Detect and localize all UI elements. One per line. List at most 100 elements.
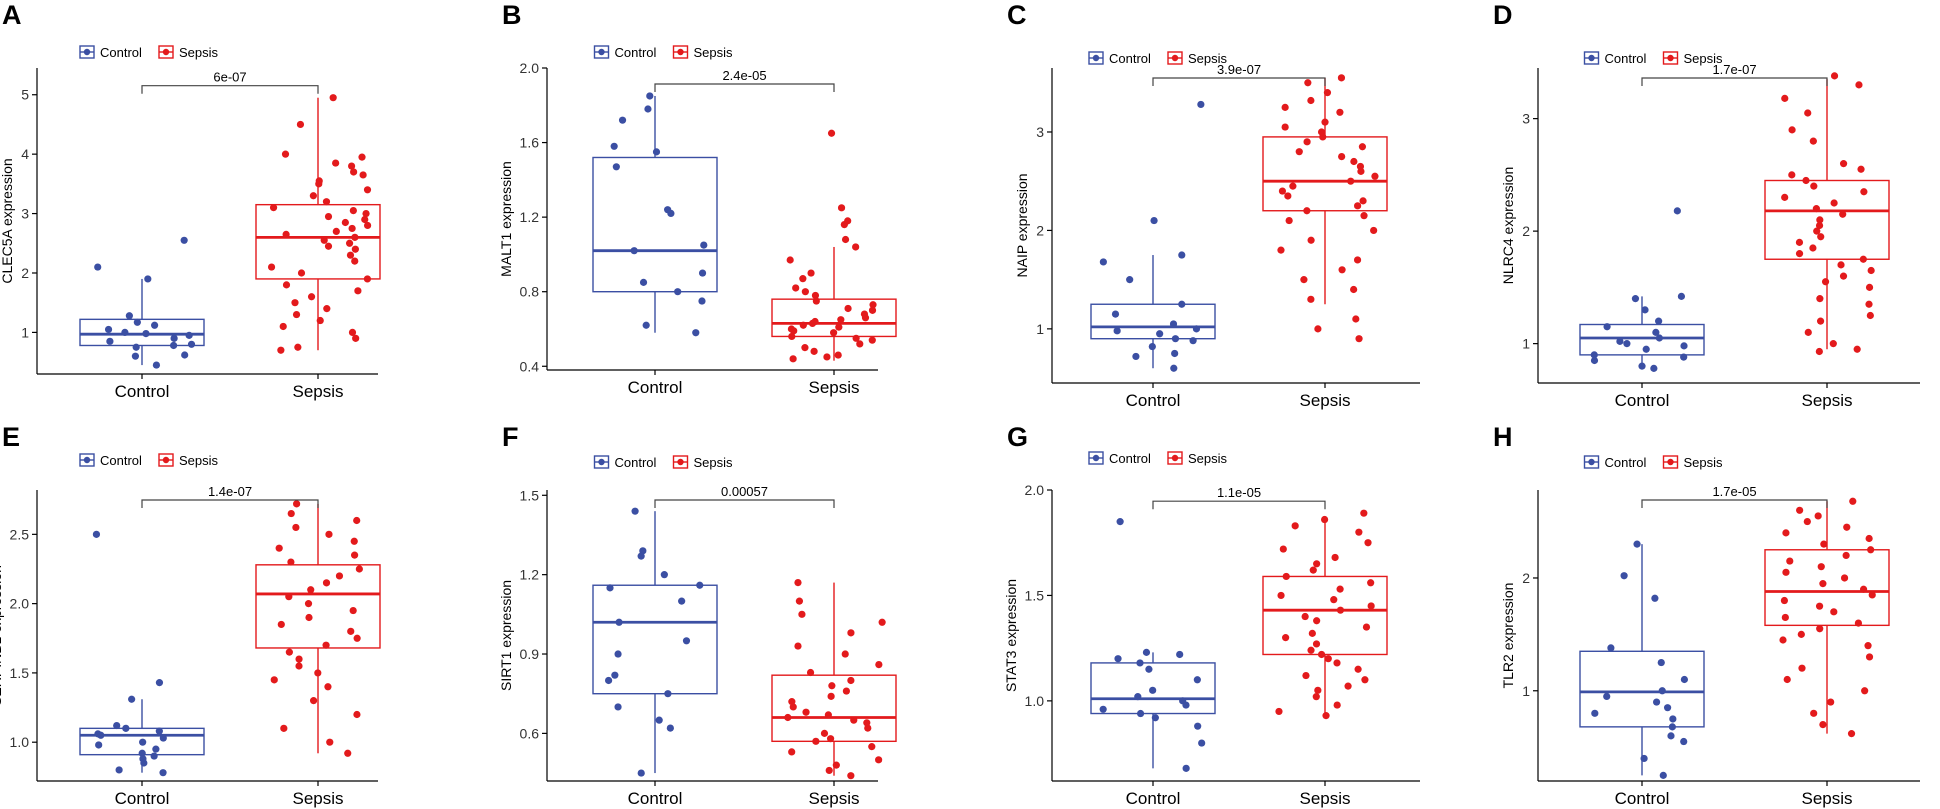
data-point <box>1788 171 1796 179</box>
data-point <box>323 305 331 313</box>
legend-key-dot <box>1092 54 1100 62</box>
data-point <box>287 558 295 566</box>
data-point <box>698 297 706 305</box>
data-point <box>1795 250 1804 258</box>
data-point <box>1338 152 1346 161</box>
data-point <box>801 344 809 352</box>
data-point <box>307 293 316 301</box>
x-tick-label-sepsis: Sepsis <box>1299 789 1350 808</box>
y-tick-label: 2 <box>1522 223 1530 239</box>
data-point <box>1114 655 1122 663</box>
data-point <box>144 275 152 283</box>
data-point <box>181 351 189 359</box>
data-point <box>655 716 663 724</box>
significance-bracket: 1.7e-07 <box>1641 62 1828 86</box>
data-point <box>1859 585 1868 593</box>
data-point <box>1355 528 1363 536</box>
box-iqr <box>1262 136 1388 212</box>
data-point <box>326 738 334 746</box>
data-point <box>1330 596 1338 604</box>
data-point <box>281 150 290 158</box>
data-point <box>1623 340 1631 348</box>
data-point <box>605 676 613 685</box>
panel-letter: C <box>1007 0 1027 30</box>
data-point <box>1680 353 1688 361</box>
data-point <box>1669 715 1677 723</box>
box-iqr <box>79 318 205 347</box>
y-tick-label: 1 <box>1522 336 1530 352</box>
panel-a: A Control Sepsis 1 2 3 4 5 CLEC5A expression Cont… <box>0 0 381 401</box>
data-point <box>1802 176 1810 185</box>
y-axis-label: CLEC5A expression <box>0 158 15 283</box>
data-point <box>1659 771 1667 779</box>
data-point <box>1338 266 1346 274</box>
bracket-line <box>654 499 835 508</box>
legend: Control Sepsis <box>1583 51 1724 66</box>
data-point <box>1839 210 1847 218</box>
data-point <box>612 163 620 171</box>
data-point <box>1192 325 1201 333</box>
data-point <box>644 105 652 113</box>
data-point <box>1350 285 1358 294</box>
legend-label-sepsis: Sepsis <box>1684 51 1724 66</box>
data-point <box>1302 671 1310 680</box>
p-value: 6e-07 <box>213 70 246 85</box>
data-point <box>269 204 278 212</box>
data-point <box>631 507 639 515</box>
data-point <box>353 634 361 642</box>
data-point <box>1320 515 1329 524</box>
data-point <box>652 148 661 156</box>
box-iqr <box>1579 650 1705 728</box>
box-control <box>1090 518 1216 772</box>
data-point <box>142 329 150 338</box>
data-point <box>1347 177 1355 185</box>
data-point <box>1277 246 1285 254</box>
data-point <box>1817 563 1825 571</box>
data-point <box>1275 707 1283 716</box>
data-point <box>1182 764 1190 772</box>
data-point <box>282 281 291 289</box>
data-point <box>1781 613 1789 622</box>
x-tick-label-control: Control <box>1126 391 1181 410</box>
data-point <box>1781 94 1789 102</box>
y-tick-label: 2.0 <box>10 596 30 612</box>
panel-f: F Control Sepsis 0.6 0.9 1.2 1.5 SIRT1 expressi… <box>498 422 897 808</box>
x-tick-label-control: Control <box>115 382 170 401</box>
data-point <box>94 263 102 271</box>
data-point <box>1333 659 1341 667</box>
data-point <box>1783 675 1791 684</box>
data-point <box>868 743 876 751</box>
data-point <box>1099 705 1107 713</box>
data-point <box>1815 347 1823 356</box>
data-point <box>353 516 361 525</box>
data-point <box>1364 539 1372 547</box>
data-point <box>1278 187 1287 195</box>
data-point <box>1813 227 1821 235</box>
box-iqr <box>1764 549 1890 627</box>
data-point <box>678 597 686 605</box>
legend-label-control: Control <box>615 45 657 60</box>
data-point <box>1680 675 1689 684</box>
data-point <box>309 192 317 200</box>
data-point <box>332 227 340 235</box>
y-tick-label: 1.0 <box>10 734 30 750</box>
data-point <box>1336 585 1344 593</box>
data-point <box>97 731 105 739</box>
y-tick-label: 0.6 <box>520 725 540 741</box>
data-point <box>324 212 333 221</box>
legend-key-dot <box>598 458 605 466</box>
data-point <box>1631 295 1640 303</box>
data-point <box>852 334 860 342</box>
data-point <box>1830 608 1838 616</box>
box-sepsis <box>1262 74 1388 343</box>
panel-letter: A <box>2 0 22 30</box>
data-point <box>1655 334 1663 342</box>
data-point <box>1855 81 1863 89</box>
data-point <box>1134 693 1142 701</box>
bracket-line <box>654 83 835 92</box>
data-point <box>294 343 302 351</box>
legend-label-sepsis: Sepsis <box>694 455 734 470</box>
y-axis-label: STAT3 expression <box>1003 579 1019 692</box>
data-point <box>875 661 883 669</box>
data-point <box>611 671 619 679</box>
